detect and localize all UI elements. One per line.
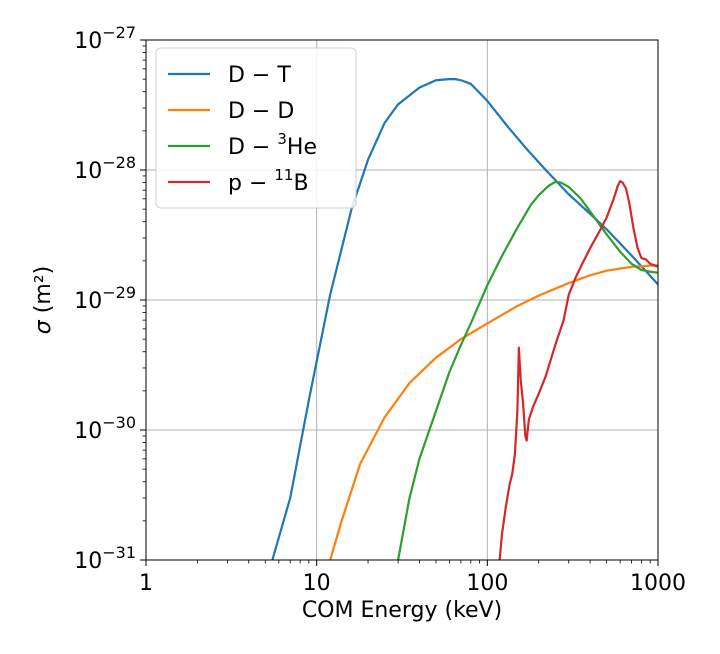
series-line-2 [397,180,658,560]
x-tick-labels: 1 10 100 1000 [139,571,686,596]
series-line-0 [271,78,658,560]
y-tick-label: 10−31 [74,543,136,574]
legend-label: D − 3He [228,130,317,160]
series-line-3 [498,180,658,560]
x-tick-label: 10 [303,571,331,596]
legend: D − T D − D D − 3He p − 11B [155,47,357,209]
y-axis-title: σ (m²) [31,266,56,334]
plot-lines [271,78,658,560]
y-tick-label: 10−28 [74,153,136,184]
legend-label: p − 11B [228,166,309,196]
y-tick-label: 10−29 [74,283,136,314]
y-tick-label: 10−30 [74,413,136,444]
legend-box [155,47,357,209]
x-tick-label: 1000 [630,571,686,596]
y-tick-label: 10−27 [74,23,136,54]
legend-label: D − D [228,99,294,124]
legend-label: D − T [228,63,291,88]
ticks [140,39,659,566]
x-tick-label: 1 [139,571,153,596]
x-axis-title: COM Energy (keV) [302,598,502,623]
y-tick-labels: 10−31 10−30 10−29 10−28 10−27 [74,23,136,574]
series-line-1 [329,264,658,560]
x-tick-label: 100 [466,571,508,596]
